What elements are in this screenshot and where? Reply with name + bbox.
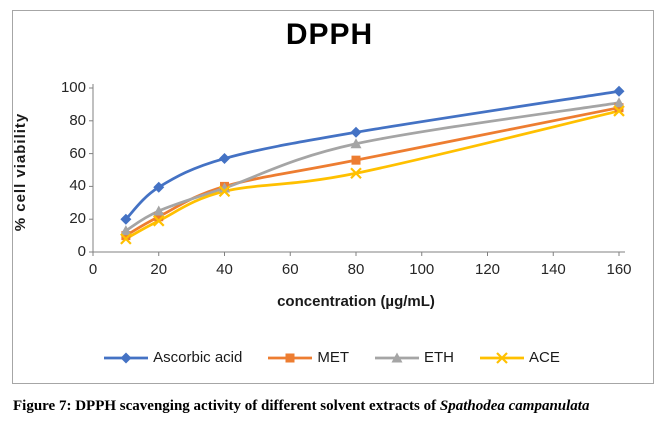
chart-panel <box>12 10 654 384</box>
square-marker <box>154 212 164 222</box>
diamond-marker <box>219 153 230 165</box>
x-legend-swatch <box>480 351 525 364</box>
x-marker <box>120 233 132 245</box>
legend-label: ACE <box>529 349 560 366</box>
y-tick-label: 20 <box>69 210 86 228</box>
caption-text: Figure 7: DPPH scavenging activity of di… <box>13 398 440 414</box>
x-tick-label: 140 <box>540 261 566 278</box>
square-legend-swatch <box>268 353 313 362</box>
series-markers-eth <box>120 97 625 236</box>
series-markers-ace <box>120 105 625 245</box>
y-tick-label: 60 <box>69 144 86 162</box>
square-marker <box>351 155 361 165</box>
figure-caption: Figure 7: DPPH scavenging activity of di… <box>13 398 659 415</box>
legend-item-ascorbic-acid: Ascorbic acid <box>104 349 242 366</box>
series-markers-ascorbic-acid <box>120 85 625 225</box>
x-marker <box>218 185 231 198</box>
legend-label: MET <box>317 349 350 366</box>
chart-title: DPPH <box>285 18 374 51</box>
diamond-marker <box>153 181 165 193</box>
x-tick-label: 60 <box>281 261 299 278</box>
diamond-marker <box>120 352 132 363</box>
axes <box>89 84 625 256</box>
x-tick-label: 0 <box>88 261 98 278</box>
x-marker <box>152 215 165 227</box>
x-axis-title: concentration (µg/mL) <box>277 293 435 310</box>
square-marker <box>285 353 295 362</box>
x-marker <box>613 105 625 117</box>
y-tick-label: 100 <box>60 79 86 96</box>
diamond-marker <box>120 213 132 225</box>
caption-species-name: Spathodea campanulata <box>439 398 590 414</box>
x-tick-label: 80 <box>347 261 365 278</box>
diamond-marker <box>613 85 625 97</box>
triangle-marker <box>613 97 625 108</box>
chart-legend: Ascorbic acid MET ETH ACE <box>12 349 652 366</box>
triangle-marker <box>120 225 132 236</box>
x-tick-label: 160 <box>606 261 632 278</box>
square-marker <box>121 231 131 241</box>
x-marker <box>496 351 508 364</box>
legend-item-eth: ETH <box>375 349 454 366</box>
x-tick-label: 40 <box>216 261 233 278</box>
legend-item-met: MET <box>268 349 349 366</box>
x-marker <box>350 167 362 180</box>
legend-item-ace: ACE <box>480 349 560 366</box>
diamond-marker <box>350 126 362 138</box>
x-tick-label: 20 <box>150 261 168 278</box>
x-tick-label: 120 <box>474 261 501 278</box>
legend-label: Ascorbic acid <box>153 349 243 366</box>
y-tick-label: 40 <box>69 177 86 195</box>
legend-label: ETH <box>424 349 455 366</box>
y-tick-label: 0 <box>77 243 86 260</box>
x-tick-label: 100 <box>409 261 435 278</box>
triangle-marker <box>153 205 165 216</box>
series-line-met <box>124 106 621 237</box>
square-marker <box>614 103 624 113</box>
y-tick-label: 80 <box>69 111 86 129</box>
triangle-legend-swatch <box>375 352 420 362</box>
triangle-marker <box>391 352 403 362</box>
series-markers-met <box>121 103 624 241</box>
triangle-marker <box>350 138 362 149</box>
diamond-legend-swatch <box>104 352 149 363</box>
